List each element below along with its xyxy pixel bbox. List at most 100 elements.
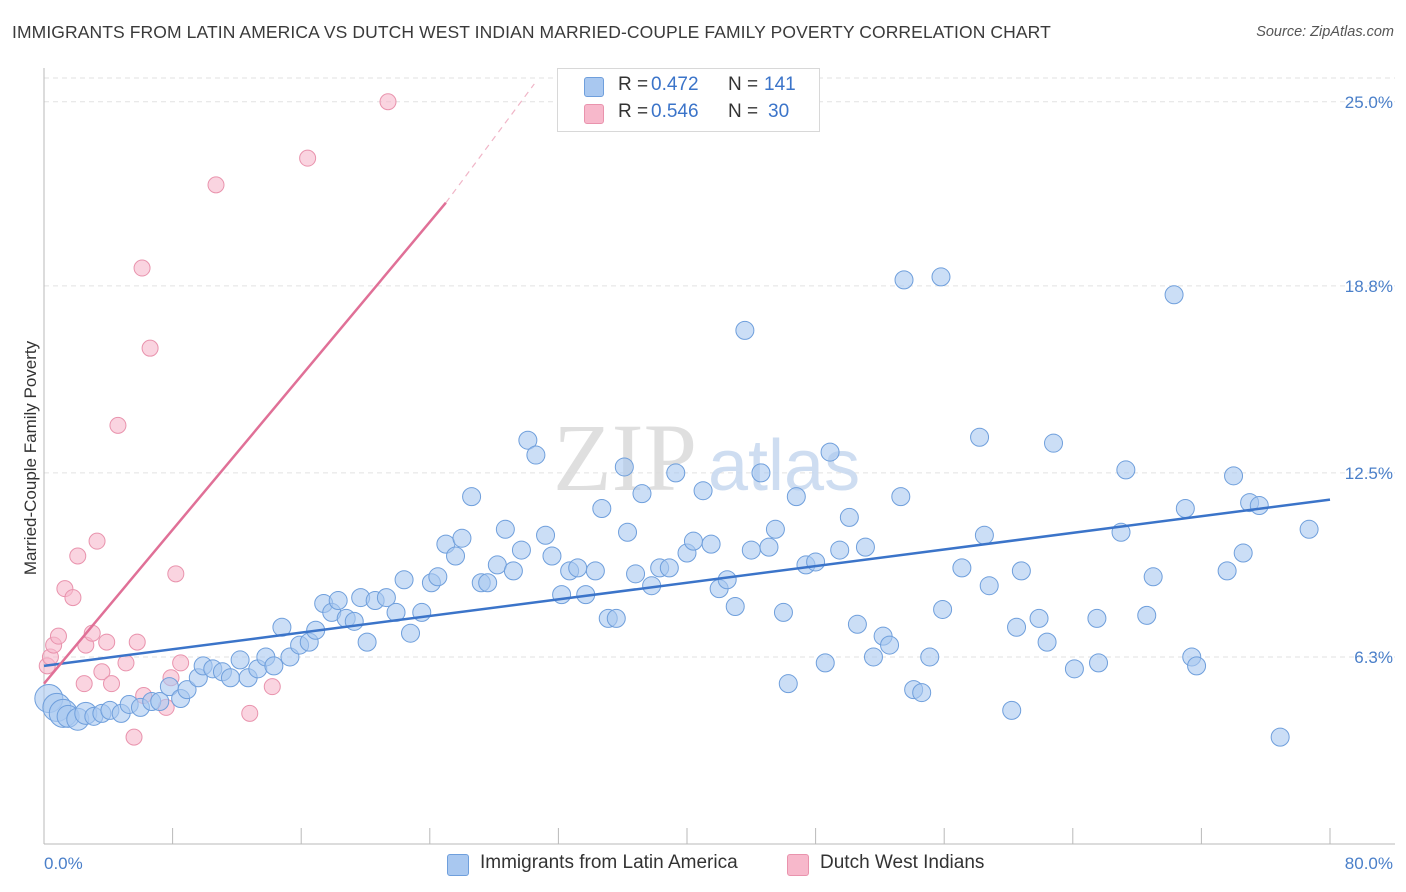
data-point-dutch-west-indians — [117, 654, 135, 672]
data-point-dutch-west-indians — [64, 589, 82, 607]
data-point-latin-america — [725, 596, 745, 616]
data-point-latin-america — [542, 546, 562, 566]
data-point-latin-america — [773, 602, 793, 622]
y-axis-label: Married-Couple Family Poverty — [21, 340, 40, 575]
data-point-latin-america — [1270, 727, 1290, 747]
data-point-latin-america — [891, 487, 911, 507]
data-point-latin-america — [1137, 605, 1157, 625]
data-point-latin-america — [618, 522, 638, 542]
data-point-latin-america — [735, 320, 755, 340]
data-point-latin-america — [1011, 561, 1031, 581]
legend-n-label: N = — [728, 101, 759, 122]
x-tick-label: 0.0% — [44, 854, 83, 873]
data-point-latin-america — [778, 674, 798, 694]
legend-swatch-blue — [584, 77, 604, 97]
data-point-latin-america — [401, 623, 421, 643]
data-point-latin-america — [1116, 460, 1136, 480]
data-point-latin-america — [920, 647, 940, 667]
data-point-latin-america — [230, 650, 250, 670]
data-point-latin-america — [786, 487, 806, 507]
data-point-latin-america — [666, 463, 686, 483]
data-point-latin-america — [1249, 496, 1269, 516]
data-point-latin-america — [1002, 700, 1022, 720]
data-point-dutch-west-indians — [379, 93, 397, 111]
data-point-latin-america — [478, 573, 498, 593]
legend-row-latin-america: R = 0.472 N = 141 — [558, 74, 819, 101]
latin-america-points — [34, 267, 1319, 747]
trend-lines — [43, 83, 1331, 685]
data-point-latin-america — [462, 487, 482, 507]
data-point-dutch-west-indians — [167, 565, 185, 583]
data-point-latin-america — [912, 683, 932, 703]
legend-label: Immigrants from Latin America — [480, 852, 738, 873]
data-point-latin-america — [328, 591, 348, 611]
data-point-latin-america — [487, 555, 507, 575]
data-point-latin-america — [1224, 466, 1244, 486]
series-legend: Immigrants from Latin America Dutch West… — [0, 852, 1406, 878]
data-point-latin-america — [979, 576, 999, 596]
data-point-latin-america — [815, 653, 835, 673]
legend-r-value: 0.472 — [651, 74, 699, 95]
data-point-latin-america — [701, 534, 721, 554]
data-point-latin-america — [1064, 659, 1084, 679]
legend-swatch-pink — [584, 104, 604, 124]
data-point-dutch-west-indians — [133, 259, 151, 277]
data-point-latin-america — [741, 540, 761, 560]
watermark-atlas: atlas — [708, 426, 860, 506]
data-point-latin-america — [806, 552, 826, 572]
data-point-latin-america — [632, 484, 652, 504]
legend-n-value: 141 — [764, 74, 796, 95]
data-point-latin-america — [970, 427, 990, 447]
trend-line-dutch-west-indians — [43, 201, 447, 685]
data-point-latin-america — [765, 519, 785, 539]
data-point-latin-america — [568, 558, 588, 578]
data-point-latin-america — [1029, 608, 1049, 628]
data-point-latin-america — [717, 570, 737, 590]
data-point-latin-america — [592, 499, 612, 519]
data-point-latin-america — [839, 507, 859, 527]
legend-row-dutch-west-indians: R = 0.546 N = 30 — [558, 101, 819, 128]
trend-line-dutch-west-indians-extension — [445, 83, 535, 204]
data-point-dutch-west-indians — [263, 678, 281, 696]
tick-labels: 6.3% 12.5% 18.8% 25.0% 0.0% 80.0% — [44, 93, 1393, 873]
legend-label: Dutch West Indians — [820, 852, 985, 873]
data-point-latin-america — [376, 588, 396, 608]
y-tick-label: 12.5% — [1345, 464, 1393, 483]
data-point-latin-america — [1143, 567, 1163, 587]
data-point-dutch-west-indians — [69, 547, 87, 565]
data-point-latin-america — [751, 463, 771, 483]
data-point-latin-america — [683, 531, 703, 551]
data-point-dutch-west-indians — [172, 654, 190, 672]
data-point-latin-america — [606, 608, 626, 628]
data-point-dutch-west-indians — [98, 633, 116, 651]
data-point-latin-america — [495, 519, 515, 539]
data-point-latin-america — [1089, 653, 1109, 673]
data-point-dutch-west-indians — [299, 149, 317, 167]
data-point-latin-america — [820, 442, 840, 462]
data-point-dutch-west-indians — [93, 663, 111, 681]
correlation-legend: R = 0.472 N = 141 R = 0.546 N = 30 — [557, 68, 820, 132]
data-point-latin-america — [894, 270, 914, 290]
x-tick-label: 80.0% — [1345, 854, 1393, 873]
data-point-latin-america — [1044, 433, 1064, 453]
data-point-latin-america — [693, 481, 713, 501]
data-point-latin-america — [452, 528, 472, 548]
y-tick-label: 6.3% — [1354, 648, 1393, 667]
dutch-west-indians-points — [38, 93, 397, 746]
grid-lines — [44, 77, 1395, 658]
data-point-latin-america — [1233, 543, 1253, 563]
data-point-latin-america — [659, 558, 679, 578]
axes — [43, 68, 1395, 845]
data-point-latin-america — [536, 525, 556, 545]
data-point-latin-america — [1007, 617, 1027, 637]
legend-r-value: 0.546 — [651, 101, 699, 122]
legend-r-label: R = — [618, 74, 649, 95]
data-point-latin-america — [177, 680, 197, 700]
data-point-latin-america — [1087, 608, 1107, 628]
data-point-dutch-west-indians — [207, 176, 225, 194]
data-point-latin-america — [518, 430, 538, 450]
data-point-dutch-west-indians — [141, 339, 159, 357]
data-point-latin-america — [1187, 656, 1207, 676]
data-point-latin-america — [614, 457, 634, 477]
